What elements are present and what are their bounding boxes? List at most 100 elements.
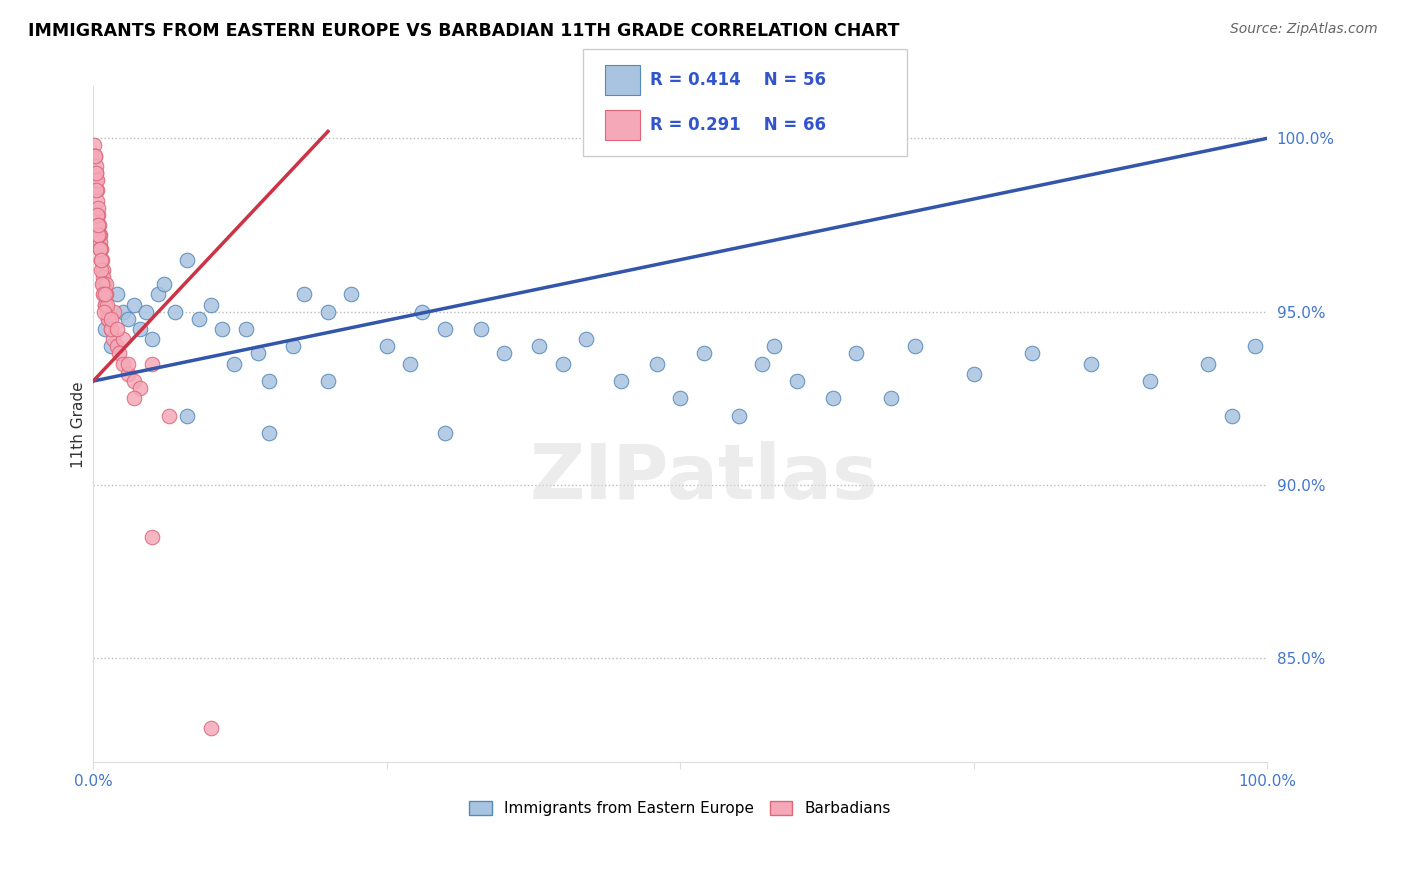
Point — [100, 311, 122, 326]
Point — [141, 530, 163, 544]
Point — [117, 357, 139, 371]
Point — [91, 277, 114, 291]
Point — [90, 242, 112, 256]
Point — [727, 409, 749, 423]
Point — [105, 322, 128, 336]
Point — [159, 409, 181, 423]
Point — [103, 304, 125, 318]
Point — [316, 304, 339, 318]
Point — [751, 357, 773, 371]
Point — [1220, 409, 1243, 423]
Text: R = 0.414    N = 56: R = 0.414 N = 56 — [650, 71, 825, 89]
Point — [1080, 357, 1102, 371]
Point — [259, 374, 281, 388]
Point — [962, 367, 984, 381]
Point — [187, 311, 209, 326]
Point — [411, 304, 433, 318]
Point — [97, 311, 120, 326]
Point — [87, 218, 110, 232]
Point — [93, 287, 115, 301]
Y-axis label: 11th Grade: 11th Grade — [72, 381, 86, 467]
Point — [294, 287, 316, 301]
Point — [176, 252, 198, 267]
Point — [146, 287, 169, 301]
Point — [90, 252, 112, 267]
Point — [129, 381, 152, 395]
Point — [86, 194, 108, 208]
Point — [141, 357, 163, 371]
Point — [1197, 357, 1219, 371]
Point — [94, 322, 117, 336]
Point — [101, 333, 124, 347]
Point — [100, 322, 122, 336]
Point — [86, 208, 108, 222]
Point — [91, 277, 114, 291]
Point — [176, 409, 198, 423]
Point — [222, 357, 245, 371]
Point — [129, 322, 152, 336]
Point — [100, 322, 122, 336]
Point — [692, 346, 714, 360]
Point — [610, 374, 633, 388]
Point — [117, 311, 139, 326]
Point — [111, 357, 134, 371]
Point — [200, 721, 222, 735]
Point — [645, 357, 668, 371]
Point — [87, 201, 110, 215]
Point — [165, 304, 187, 318]
Point — [84, 173, 107, 187]
Point — [434, 425, 457, 440]
Point — [117, 367, 139, 381]
Point — [93, 277, 115, 291]
Point — [316, 374, 339, 388]
Point — [375, 339, 398, 353]
Text: R = 0.291    N = 66: R = 0.291 N = 66 — [650, 116, 825, 134]
Text: IMMIGRANTS FROM EASTERN EUROPE VS BARBADIAN 11TH GRADE CORRELATION CHART: IMMIGRANTS FROM EASTERN EUROPE VS BARBAD… — [28, 22, 900, 40]
Point — [821, 392, 844, 406]
Point — [84, 159, 107, 173]
Point — [200, 298, 222, 312]
Point — [122, 298, 145, 312]
Point — [105, 287, 128, 301]
Point — [87, 218, 110, 232]
Point — [87, 228, 110, 243]
Point — [84, 166, 107, 180]
Point — [94, 287, 117, 301]
Text: Source: ZipAtlas.com: Source: ZipAtlas.com — [1230, 22, 1378, 37]
Point — [87, 218, 110, 232]
Point — [94, 287, 117, 301]
Point — [83, 149, 105, 163]
Point — [111, 304, 134, 318]
Point — [1244, 339, 1267, 353]
Point — [89, 228, 111, 243]
Point — [529, 339, 551, 353]
Point — [904, 339, 927, 353]
Point — [211, 322, 233, 336]
Point — [94, 277, 117, 291]
Point — [470, 322, 492, 336]
Text: ZIPatlas: ZIPatlas — [529, 442, 877, 516]
Point — [111, 333, 134, 347]
Point — [87, 228, 110, 243]
Point — [1139, 374, 1161, 388]
Point — [105, 339, 128, 353]
Point — [259, 425, 281, 440]
Point — [91, 270, 114, 285]
Point — [235, 322, 257, 336]
Point — [94, 298, 117, 312]
Point — [763, 339, 786, 353]
Point — [93, 287, 115, 301]
Point — [86, 173, 108, 187]
Point — [91, 263, 114, 277]
Point — [86, 183, 108, 197]
Point — [434, 322, 457, 336]
Point — [122, 374, 145, 388]
Point — [122, 392, 145, 406]
Legend: Immigrants from Eastern Europe, Barbadians: Immigrants from Eastern Europe, Barbadia… — [463, 795, 897, 822]
Point — [97, 311, 120, 326]
Point — [84, 166, 107, 180]
Point — [100, 339, 122, 353]
Point — [246, 346, 269, 360]
Point — [83, 138, 105, 153]
Point — [84, 183, 107, 197]
